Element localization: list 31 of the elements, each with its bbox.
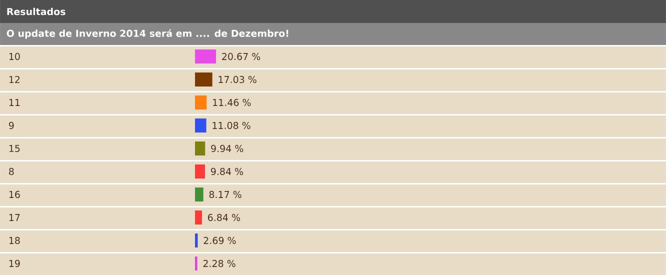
data-label: 17.03 % [218, 76, 256, 84]
bar [195, 95, 207, 110]
bar [195, 72, 212, 86]
y-tick-label: 19 [9, 260, 20, 268]
chart-subtitle: O update de Inverno 2014 será em .... de Dezembro! [6, 29, 288, 39]
y-tick-label: 11 [9, 99, 20, 106]
text: Resultados [7, 8, 66, 16]
bar [195, 210, 202, 224]
data-label: 2.28 % [203, 260, 236, 268]
data-label: 20.67 % [222, 52, 260, 60]
data-label: 9.84 % [210, 168, 244, 176]
data-label: 6.84 % [208, 214, 240, 222]
data-label: 11.08 % [212, 122, 250, 130]
bar [195, 164, 206, 178]
data-label: 2.69 % [204, 236, 236, 244]
y-tick-label: 15 [9, 144, 20, 152]
data-label: 8.17 % [209, 190, 242, 198]
data-label: 11.46 % [213, 98, 251, 106]
y-tick-label: 8 [9, 168, 14, 176]
y-tick-label: 9 [8, 122, 14, 130]
bar [195, 187, 204, 202]
y-tick-label: 17 [9, 214, 20, 221]
data-label: 9.94 % [211, 144, 244, 152]
bar [195, 118, 206, 132]
y-tick-label: 18 [9, 236, 20, 244]
y-tick-label: 10 [9, 52, 20, 60]
y-tick-label: 12 [9, 76, 20, 84]
bar [195, 141, 206, 156]
bar [195, 233, 198, 248]
bar [195, 50, 216, 64]
y-tick-label: 16 [9, 190, 20, 198]
